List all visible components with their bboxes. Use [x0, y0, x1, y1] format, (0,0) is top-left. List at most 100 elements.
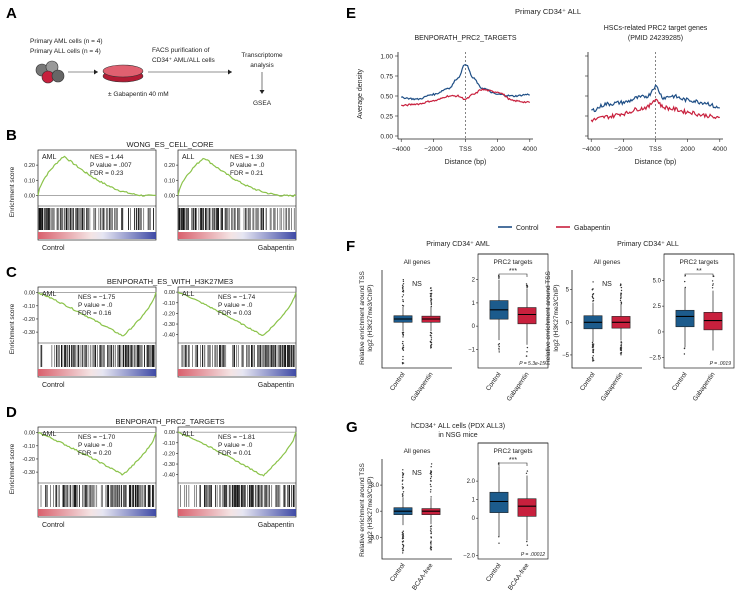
gsea-fdr: FDR = 0.01 [218, 450, 252, 457]
f-all-y-label-2: log2 (H3K27me3/ChIP) [553, 284, 560, 351]
outlier-point [402, 537, 404, 539]
outlier-point [402, 280, 405, 283]
outlier-point [620, 351, 623, 354]
panel-label-f: F [346, 238, 355, 255]
outlier-point [402, 546, 404, 548]
outlier-point [620, 283, 622, 285]
legend-gabapentin-label: Gabapentin [574, 225, 610, 232]
boxplot-y-tick-label: 0 [472, 516, 476, 522]
boxplot-x-label: Gabapentin [600, 371, 625, 403]
panel-label-g: G [346, 419, 358, 436]
outlier-point [429, 292, 432, 295]
outlier-point [620, 289, 623, 292]
gsea-y-tick-label: -0.30 [22, 330, 35, 336]
boxplot-x-label: Gabapentin [410, 371, 435, 403]
gsea-x-left-label: Control [42, 522, 65, 529]
gsea-plot-3-2: 0.00 -0.10 -0.20 -0.30 -0.40 ALL NES = −1.81P … [162, 426, 297, 518]
outlier-point [430, 531, 432, 533]
gabapentin-density-line [401, 88, 531, 107]
boxplot-y-tick-label: −3.0 [367, 535, 380, 541]
gsea-y-tick-label: -0.30 [162, 462, 175, 468]
significance-bracket [684, 273, 714, 277]
density-title: BENPORATH_PRC2_TARGETS [414, 35, 516, 42]
outlier-point [402, 552, 404, 554]
transcriptome-label-1: Transcriptome [241, 52, 283, 59]
outlier-point [402, 299, 404, 301]
density-x-tick-label: −4000 [392, 146, 411, 153]
outlier-point [401, 284, 404, 286]
density-x-tick-label: 2000 [490, 146, 505, 153]
gsea-plot-1-2: 0.20 0.10 0.00 ALL NES = 1.39P value = .0FDR… [164, 149, 297, 241]
gsea-nes: NES = −1.74 [218, 294, 256, 301]
outlier-point [430, 301, 432, 303]
boxplot-subtitle: PRC2 targets [493, 259, 533, 266]
enrichment-curve [37, 155, 157, 197]
outlier-point [592, 344, 595, 346]
gsea-pvalue: P value = .0 [218, 302, 253, 309]
gsea-fdr: FDR = 0.23 [90, 170, 124, 177]
outlier-point [620, 348, 622, 351]
gsea-y-label: Enrichment score [9, 443, 16, 494]
density-x-tick-label: −2000 [424, 146, 443, 153]
boxplot-y-tick-label: 5 [566, 288, 570, 294]
outlier-point [402, 545, 405, 547]
boxplot-subtitle: PRC2 targets [493, 448, 533, 455]
outlier-point [430, 474, 432, 476]
outlier-point [591, 288, 594, 290]
enrichment-curve [37, 292, 157, 337]
panel-f-all-title: Primary CD34⁺ ALL [617, 241, 679, 248]
outlier-point [498, 349, 500, 351]
g-all-genes: All genes 3.0 0 −3.0 Control BCAA-free NS [367, 448, 452, 592]
outlier-point [402, 550, 404, 552]
outlier-point [402, 288, 404, 290]
outlier-point [430, 541, 432, 544]
outlier-point [592, 293, 595, 295]
aml-cells-label: Primary AML cells (n = 4) [30, 38, 103, 45]
f-all-y-label-1: Relative enrichment around TSS [545, 270, 552, 364]
rank-gradient-bar [178, 369, 296, 376]
outlier-point [402, 532, 404, 534]
enrichment-curve [37, 432, 157, 476]
boxplot-x-label: Control [389, 562, 407, 584]
gsea-y-tick-label: -0.30 [162, 322, 175, 328]
outlier-point [683, 353, 686, 355]
panel-f-aml-title: Primary CD34⁺ AML [426, 241, 490, 248]
legend-control-label: Control [516, 225, 539, 232]
density-plot-2: HSCs-related PRC2 target genes (PMID 2423… [582, 25, 727, 166]
boxplot-y-tick-label: −1 [468, 347, 476, 353]
gsea-y-label: Enrichment score [9, 166, 16, 217]
gsea-nes: NES = 1.39 [230, 154, 264, 161]
boxplot-x-label: Control [485, 562, 503, 584]
outlier-point [401, 331, 404, 334]
outlier-point [402, 488, 404, 490]
f-aml-y-label-1: Relative enrichment around TSS [359, 270, 366, 364]
outlier-point [498, 351, 500, 353]
p-value-label: P = 5.3e-15 [519, 361, 545, 367]
gsea-pvalue: P value = .007 [90, 162, 132, 169]
outlier-point [591, 294, 594, 296]
outlier-point [401, 287, 404, 289]
rank-gradient-bar [178, 509, 296, 516]
outlier-point [402, 340, 404, 343]
gsea-frame [177, 426, 297, 518]
outlier-point [592, 297, 595, 300]
density-y-tick-label: 0.25 [380, 114, 393, 121]
boxplot-axes [381, 459, 452, 560]
control-density-line [591, 84, 721, 113]
density-x-tick-label: 4000 [713, 146, 728, 153]
outlier-point [430, 332, 432, 334]
gsea-y-tick-label: -0.10 [22, 304, 35, 310]
boxplot-y-tick-label: 5.0 [653, 278, 662, 284]
density-x-label: Distance (bp) [445, 159, 487, 166]
outlier-point [620, 286, 623, 289]
outlier-point [429, 340, 432, 343]
outlier-point [592, 300, 594, 302]
outlier-point [591, 356, 594, 359]
outlier-point [498, 345, 500, 348]
outlier-point [402, 348, 404, 350]
boxplot-y-tick-label: −5 [562, 353, 570, 359]
outlier-point [401, 483, 404, 485]
outlier-point [402, 289, 405, 292]
panel-label-b: B [6, 127, 17, 144]
